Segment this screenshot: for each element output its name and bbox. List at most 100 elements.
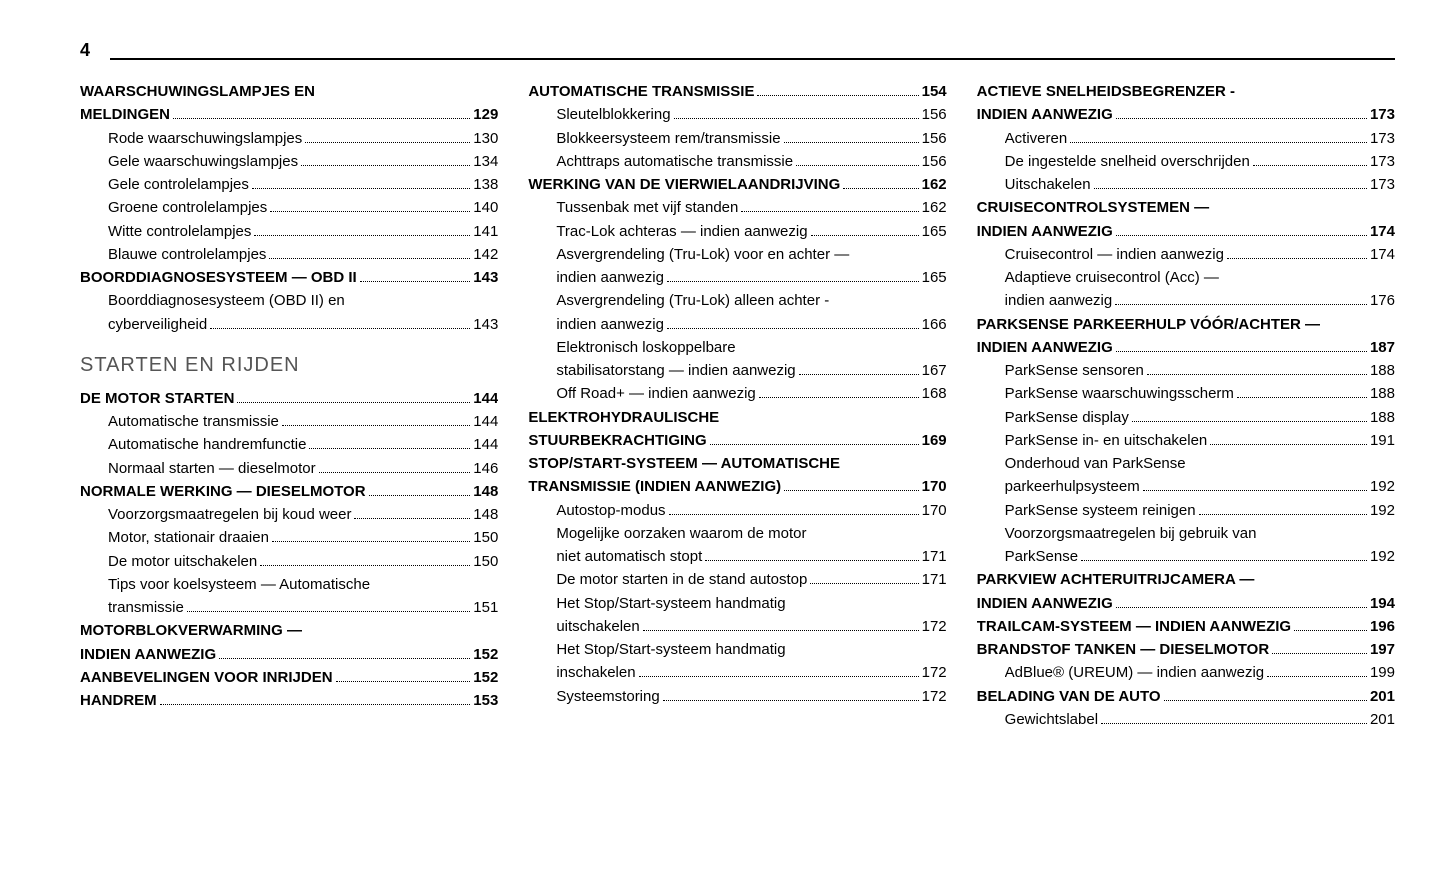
toc-entry: STUURBEKRACHTIGING169 [528, 429, 946, 452]
toc-entry-page: 146 [473, 457, 498, 480]
toc-entry: inschakelen172 [556, 661, 946, 684]
toc-entry-page: 144 [473, 410, 498, 433]
toc-leader-dots [1132, 410, 1367, 422]
toc-leader-dots [799, 363, 919, 375]
toc-entry: Cruisecontrol — indien aanwezig174 [1005, 243, 1395, 266]
toc-entry-page: 188 [1370, 406, 1395, 429]
toc-entry-page: 191 [1370, 429, 1395, 452]
toc-entry-text: STUURBEKRACHTIGING [528, 429, 706, 452]
toc-entry-page: 150 [473, 550, 498, 573]
toc-entry-page: 162 [922, 173, 947, 196]
toc-entry-text: Tussenbak met vijf standen [556, 196, 738, 219]
toc-entry-text: ParkSense waarschuwingsscherm [1005, 382, 1234, 405]
toc-entry-text: De motor starten in de stand autostop [556, 568, 807, 591]
toc-entry: Motor, stationair draaien150 [108, 526, 498, 549]
toc-entry-page: 162 [922, 196, 947, 219]
toc-entry: indien aanwezig165 [556, 266, 946, 289]
toc-entry-text: Voorzorgsmaatregelen bij koud weer [108, 503, 351, 526]
header-rule [110, 58, 1395, 60]
toc-entry-text: INDIEN AANWEZIG [977, 220, 1113, 243]
toc-entry-page: 148 [473, 503, 498, 526]
toc-leader-dots [1143, 479, 1367, 491]
toc-entry-text: BELADING VAN DE AUTO [977, 685, 1161, 708]
toc-entry-text: AUTOMATISCHE TRANSMISSIE [528, 80, 754, 103]
toc-entry-page: 142 [473, 243, 498, 266]
toc-entry: BRANDSTOF TANKEN — DIESELMOTOR197 [977, 638, 1395, 661]
toc-leader-dots [282, 414, 470, 426]
toc-entry: HANDREM153 [80, 689, 498, 712]
toc-leader-dots [1267, 665, 1367, 677]
toc-leader-dots [269, 247, 470, 259]
toc-entry-page: 134 [473, 150, 498, 173]
toc-entry-page: 199 [1370, 661, 1395, 684]
toc-column-3: ACTIEVE SNELHEIDSBEGRENZER -INDIEN AANWE… [977, 80, 1395, 731]
toc-entry-page: 130 [473, 127, 498, 150]
toc-leader-dots [187, 600, 470, 612]
toc-entry-text: Rode waarschuwingslampjes [108, 127, 302, 150]
toc-leader-dots [1094, 177, 1367, 189]
toc-leader-dots [237, 391, 470, 403]
toc-entry: Gele controlelampjes138 [108, 173, 498, 196]
toc-leader-dots [710, 433, 919, 445]
toc-entry-text: Normaal starten — dieselmotor [108, 457, 316, 480]
toc-leader-dots [741, 200, 918, 212]
toc-entry-page: 201 [1370, 708, 1395, 731]
toc-entry-page: 172 [922, 685, 947, 708]
toc-entry: Voorzorgsmaatregelen bij koud weer 148 [108, 503, 498, 526]
toc-entry: De ingestelde snelheid overschrijden173 [1005, 150, 1395, 173]
toc-entry-text: Systeemstoring [556, 685, 659, 708]
toc-continuation: Tips voor koelsysteem — Automatische [108, 573, 498, 596]
toc-leader-dots [784, 479, 919, 491]
toc-entry-page: 194 [1370, 592, 1395, 615]
toc-entry: ParkSense waarschuwingsscherm188 [1005, 382, 1395, 405]
toc-entry-page: 173 [1370, 173, 1395, 196]
toc-entry-text: DE MOTOR STARTEN [80, 387, 234, 410]
toc-leader-dots [252, 177, 470, 189]
toc-entry: Blokkeersysteem rem/transmissie156 [556, 127, 946, 150]
toc-entry: WERKING VAN DE VIERWIELAANDRIJVING162 [528, 173, 946, 196]
toc-entry: INDIEN AANWEZIG173 [977, 103, 1395, 126]
toc-leader-dots [674, 107, 919, 119]
toc-entry-page: 171 [922, 568, 947, 591]
toc-entry-page: 138 [473, 173, 498, 196]
toc-entry-page: 170 [922, 475, 947, 498]
toc-entry-text: Automatische handremfunctie [108, 433, 306, 456]
toc-continuation: CRUISECONTROLSYSTEMEN — [977, 196, 1395, 219]
toc-entry: stabilisatorstang — indien aanwezig167 [556, 359, 946, 382]
toc-leader-dots [301, 154, 470, 166]
toc-entry-text: niet automatisch stopt [556, 545, 702, 568]
toc-entry-page: 152 [473, 643, 498, 666]
toc-leader-dots [360, 270, 471, 282]
toc-entry-text: ParkSense sensoren [1005, 359, 1144, 382]
toc-leader-dots [811, 224, 919, 236]
toc-entry: DE MOTOR STARTEN 144 [80, 387, 498, 410]
toc-entry: De motor starten in de stand autostop 171 [556, 568, 946, 591]
toc-entry: Normaal starten — dieselmotor 146 [108, 457, 498, 480]
toc-leader-dots [1210, 433, 1367, 445]
toc-entry-page: 168 [922, 382, 947, 405]
toc-entry-page: 144 [473, 387, 498, 410]
toc-continuation: ACTIEVE SNELHEIDSBEGRENZER - [977, 80, 1395, 103]
toc-entry: Off Road+ — indien aanwezig168 [556, 382, 946, 405]
toc-entry-text: cyberveiligheid [108, 313, 207, 336]
toc-entry-page: 148 [473, 480, 498, 503]
page-number: 4 [80, 40, 90, 61]
toc-entry-page: 140 [473, 196, 498, 219]
toc-entry-page: 129 [473, 103, 498, 126]
toc-continuation: PARKVIEW ACHTERUITRIJCAMERA — [977, 568, 1395, 591]
toc-entry: Groene controlelampjes140 [108, 196, 498, 219]
toc-continuation: Onderhoud van ParkSense [1005, 452, 1395, 475]
toc-leader-dots [1070, 131, 1367, 143]
toc-leader-dots [663, 689, 919, 701]
toc-leader-dots [759, 386, 919, 398]
toc-leader-dots [1116, 596, 1367, 608]
toc-entry: niet automatisch stopt 171 [556, 545, 946, 568]
toc-entry-text: INDIEN AANWEZIG [977, 592, 1113, 615]
toc-entry-page: 156 [922, 103, 947, 126]
toc-leader-dots [160, 693, 471, 705]
toc-entry-text: NORMALE WERKING — DIESELMOTOR [80, 480, 366, 503]
toc-leader-dots [796, 154, 919, 166]
toc-entry-text: BOORDDIAGNOSESYSTEEM — OBD II [80, 266, 357, 289]
toc-entry-text: indien aanwezig [1005, 289, 1113, 312]
toc-entry-page: 171 [922, 545, 947, 568]
